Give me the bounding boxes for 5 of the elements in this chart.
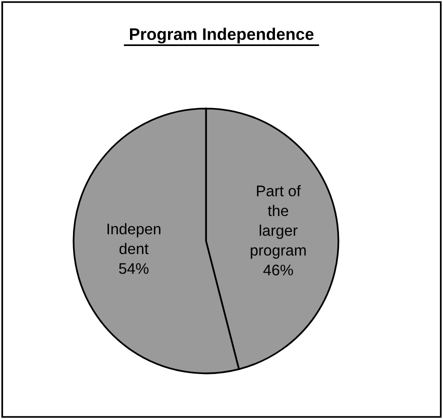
data-label: 46% xyxy=(263,264,293,276)
slice-label: Part of the larger program xyxy=(250,185,306,259)
data-label: 54% xyxy=(119,263,148,274)
slice-label: Indepen dent xyxy=(108,223,160,254)
chart-title: Program Independence xyxy=(130,28,314,44)
